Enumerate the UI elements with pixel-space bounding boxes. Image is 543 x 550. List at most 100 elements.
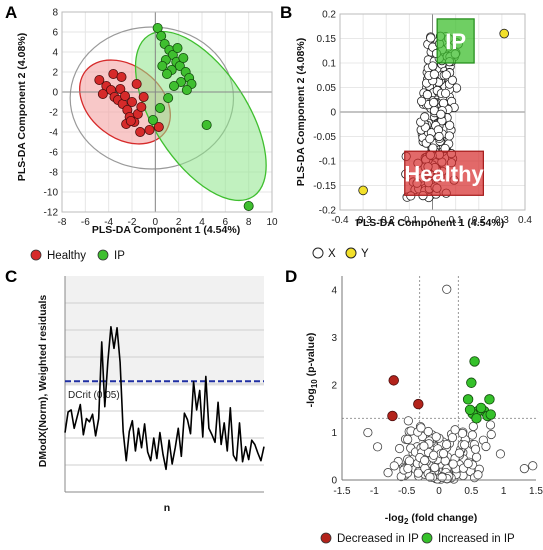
healthy-point (125, 116, 136, 127)
y-tick-label: 0 (52, 88, 58, 99)
x-tick-label: 0.2 (472, 215, 486, 226)
x-tick-label: 1 (501, 486, 507, 497)
feature-point (470, 444, 481, 454)
y-tick-label: 2 (331, 381, 337, 392)
healthy-point (135, 127, 146, 138)
x-tick-label: 4 (199, 217, 205, 228)
x-tick-label: -0.3 (355, 215, 373, 226)
ip-point (243, 200, 254, 211)
panel-d-axes (341, 276, 536, 481)
y-tick-label: 8 (52, 8, 58, 19)
feature-point (519, 464, 529, 474)
feature-point (486, 429, 496, 440)
feature-point (403, 434, 413, 445)
x-tick-label: 0 (430, 215, 436, 226)
panel-d-points (363, 284, 538, 484)
panel-a-axes (61, 11, 273, 213)
panel-d-x-axis-title: -log2 (fold change) (385, 512, 478, 526)
feature-point (438, 449, 449, 459)
y-point (499, 28, 509, 39)
feature-point (471, 452, 482, 462)
legend-increased-marker (421, 532, 433, 544)
legend-y-marker (345, 247, 357, 259)
ip-point (178, 53, 189, 64)
decreased-point (387, 410, 398, 422)
panel-c-series (64, 325, 265, 471)
ip-point (163, 93, 174, 104)
y-tick-label: -2 (49, 108, 58, 119)
ip-box-label: IP (445, 29, 466, 54)
x-tick-label: 6 (223, 217, 229, 228)
y-tick-label: -0.05 (313, 132, 336, 143)
y-tick-label: -10 (44, 188, 59, 199)
panel-a-y-axis-title: PLS-DA Component 2 (4.08%) (16, 33, 28, 181)
increased-point (484, 394, 495, 405)
panel-d: D -1.5 -1 -0.5 0 0.5 1 1.5 0 1 2 3 4 -log2 (fold ch… (285, 267, 543, 545)
x-tick-label: 0.1 (449, 215, 463, 226)
x-tick-label: 0.4 (518, 215, 532, 226)
x-point (425, 134, 435, 144)
x-point (444, 131, 454, 141)
increased-point (475, 402, 487, 414)
panel-b-highlight-boxes: IP Healthy (404, 18, 485, 196)
feature-point (403, 416, 413, 426)
feature-point (389, 461, 399, 471)
x-tick-label: -6 (81, 217, 90, 228)
panel-a: A -8 -6 -4 -2 0 2 4 6 8 10 -12 -10 -8 -6 -4 -2 0 2 4 6 8 PLS… (5, 3, 278, 262)
panel-b-letter: B (280, 3, 292, 22)
panel-d-letter: D (285, 267, 297, 286)
feature-point (463, 458, 473, 469)
panel-b-y-points (358, 28, 509, 196)
healthy-point (144, 125, 155, 136)
x-point (420, 112, 430, 122)
y-tick-label: -0.15 (313, 181, 336, 192)
feature-point (403, 463, 413, 474)
y-tick-label: 0.05 (317, 83, 337, 94)
y-tick-label: -0.1 (319, 157, 337, 168)
x-point (428, 61, 438, 71)
increased-point (466, 377, 477, 388)
y-tick-label: 0.1 (322, 59, 336, 70)
y-tick-label: 0 (330, 108, 336, 119)
y-tick-label: -0.2 (319, 206, 337, 217)
x-point (429, 69, 439, 79)
feature-point (457, 428, 468, 438)
panel-a-points (94, 22, 254, 211)
legend-increased-label: Increased in IP (438, 533, 515, 545)
healthy-point (97, 89, 108, 100)
panel-c-axes (64, 276, 264, 493)
ip-point (181, 85, 192, 96)
healthy-box-label: Healthy (404, 161, 484, 186)
healthy-point (131, 79, 142, 90)
feature-point (431, 432, 441, 442)
ip-point (168, 81, 179, 92)
x-point (438, 98, 449, 108)
x-tick-label: -1.5 (333, 486, 351, 497)
x-tick-label: -8 (58, 217, 67, 228)
panel-a-x-axis-title: PLS-DA Component 1 (4.54%) (92, 224, 240, 236)
panel-c-dcrit-label: DCrit (0.05) (68, 390, 120, 401)
panel-a-tick-labels: -8 -6 -4 -2 0 2 4 6 8 10 -12 -10 -8 -6 -4 -2 0 2 4 6 8 (44, 8, 278, 229)
x-tick-label: 0 (153, 217, 159, 228)
healthy-point (127, 97, 138, 108)
legend-healthy-label: Healthy (47, 250, 86, 262)
healthy-point (120, 91, 131, 102)
feature-point (450, 425, 460, 435)
legend-x-marker (312, 247, 324, 259)
x-point (441, 70, 451, 80)
panel-d-y-axis-title: -log10 (p-value) (305, 333, 319, 408)
ip-point (201, 120, 212, 131)
x-tick-label: 2 (176, 217, 182, 228)
plot-frame (61, 11, 273, 213)
x-tick-label: -0.5 (398, 486, 416, 497)
y-tick-label: 0 (331, 476, 337, 487)
x-point (445, 120, 455, 130)
feature-point (429, 450, 439, 460)
feature-point (363, 427, 373, 438)
feature-point (447, 432, 458, 443)
svg-text:-log10 (p-value): -log10 (p-value) (305, 333, 319, 408)
legend-y-label: Y (361, 248, 369, 260)
healthy-point (136, 102, 147, 113)
feature-point (416, 423, 426, 433)
x-tick-label: -0.4 (331, 215, 349, 226)
